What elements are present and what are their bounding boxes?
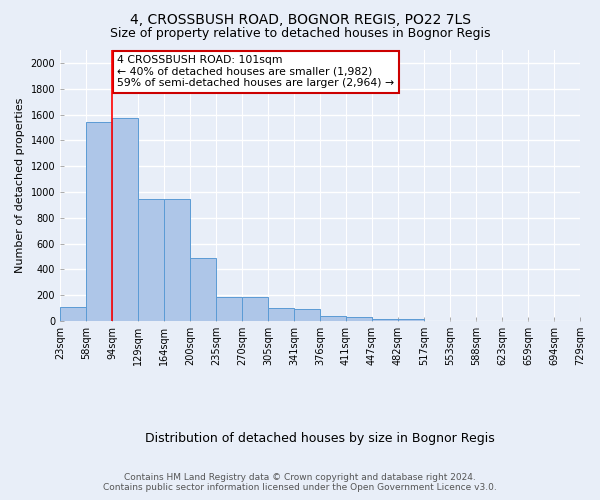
Bar xyxy=(372,318,398,321)
Bar xyxy=(112,118,138,321)
Bar xyxy=(268,308,294,321)
X-axis label: Distribution of detached houses by size in Bognor Regis: Distribution of detached houses by size … xyxy=(145,432,495,445)
Text: 4 CROSSBUSH ROAD: 101sqm
← 40% of detached houses are smaller (1,982)
59% of sem: 4 CROSSBUSH ROAD: 101sqm ← 40% of detach… xyxy=(117,55,394,88)
Bar xyxy=(138,199,164,321)
Bar xyxy=(164,199,190,321)
Bar xyxy=(216,296,242,321)
Text: Contains HM Land Registry data © Crown copyright and database right 2024.
Contai: Contains HM Land Registry data © Crown c… xyxy=(103,473,497,492)
Bar xyxy=(320,316,346,321)
Bar xyxy=(86,122,112,321)
Bar xyxy=(346,317,372,321)
Y-axis label: Number of detached properties: Number of detached properties xyxy=(15,98,25,273)
Text: Size of property relative to detached houses in Bognor Regis: Size of property relative to detached ho… xyxy=(110,28,490,40)
Text: 4, CROSSBUSH ROAD, BOGNOR REGIS, PO22 7LS: 4, CROSSBUSH ROAD, BOGNOR REGIS, PO22 7L… xyxy=(130,12,470,26)
Bar xyxy=(294,309,320,321)
Bar xyxy=(60,307,86,321)
Bar xyxy=(242,297,268,321)
Bar xyxy=(190,258,216,321)
Bar xyxy=(398,319,424,321)
